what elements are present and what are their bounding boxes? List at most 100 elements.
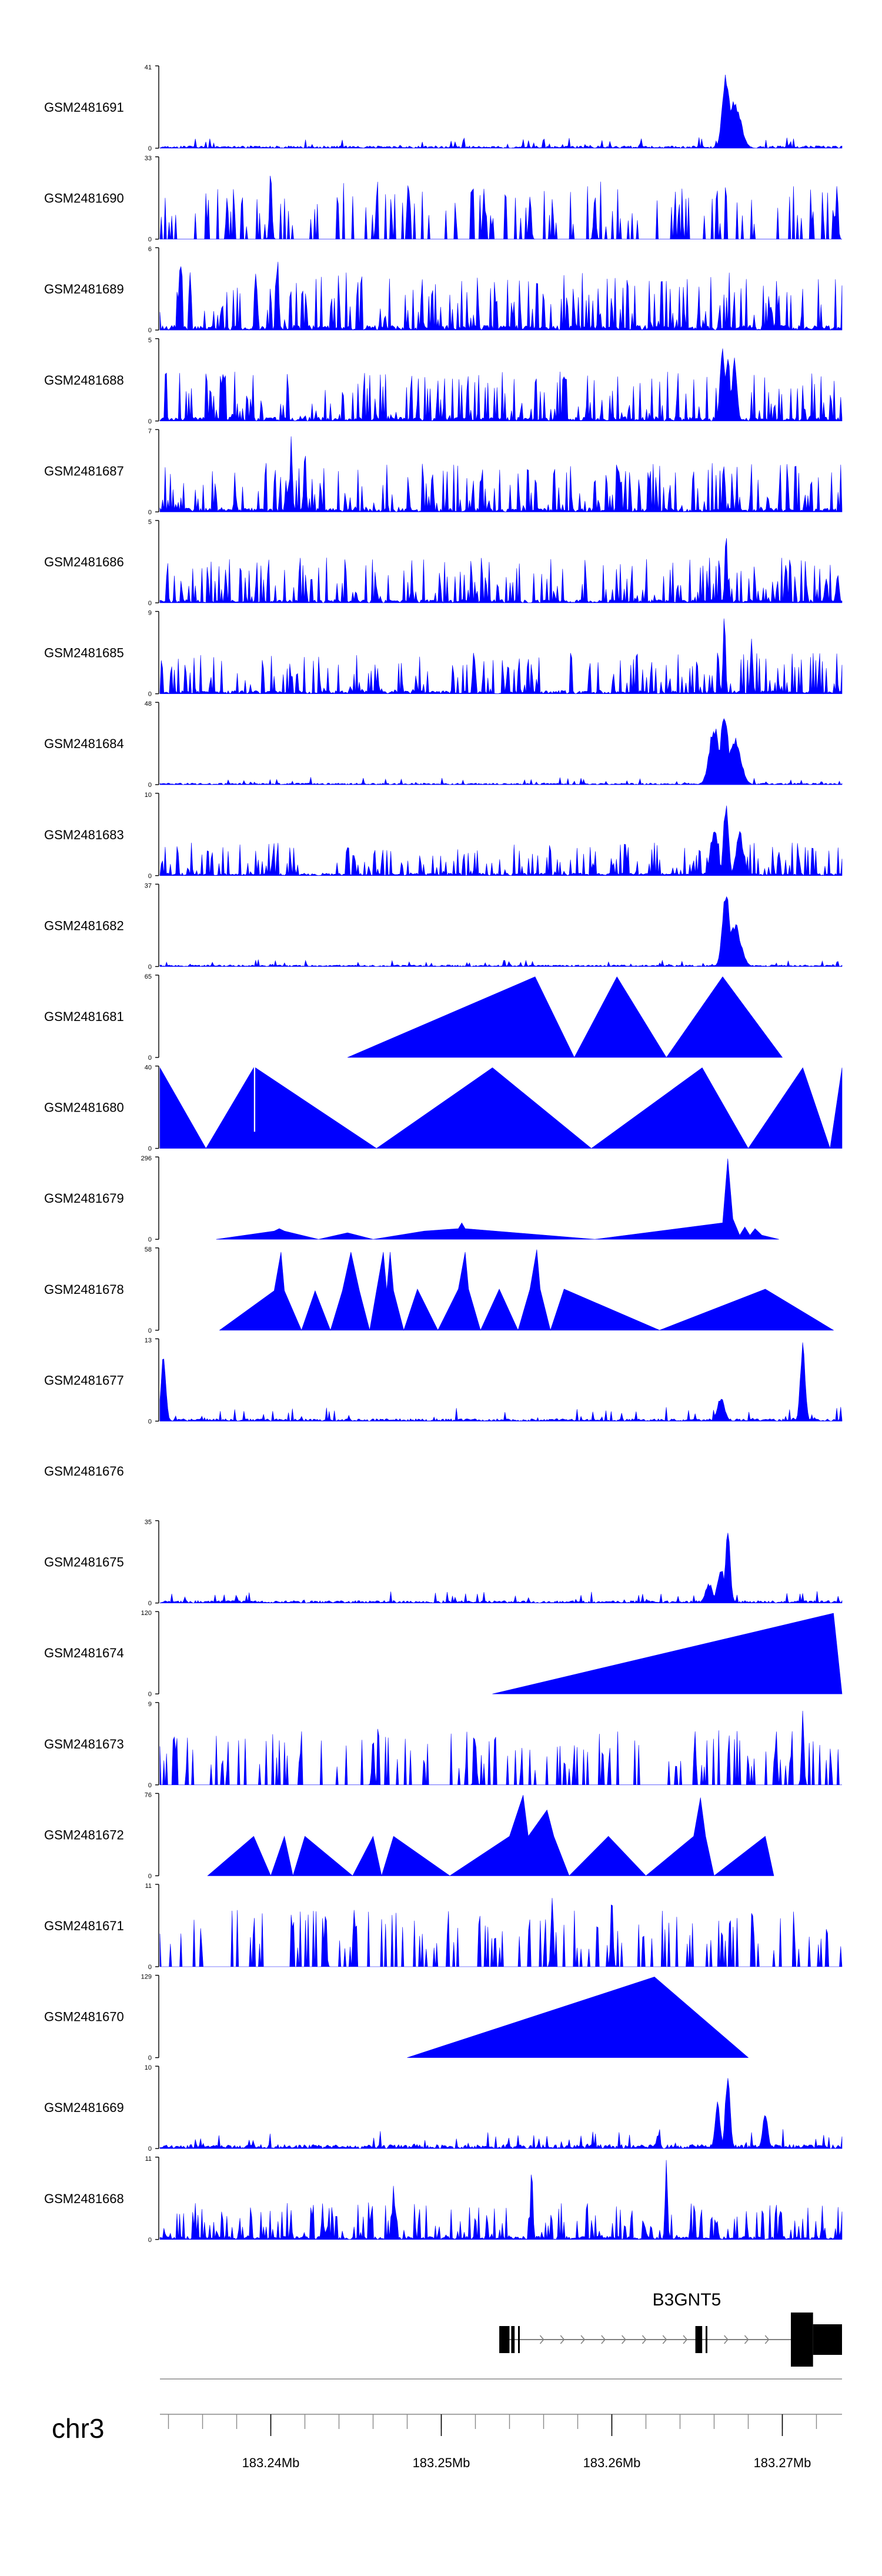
track-label: GSM2481680	[44, 1100, 124, 1115]
y-max-label: 48	[145, 700, 152, 708]
track-GSM2481679: GSM2481679 296 0	[44, 1155, 779, 1243]
track-label: GSM2481691	[44, 100, 124, 115]
y-min-label: 0	[148, 1873, 152, 1880]
track-GSM2481685: GSM2481685 9 0	[44, 610, 843, 698]
gene-exon	[511, 2326, 515, 2353]
gene-exon	[706, 2326, 707, 2353]
y-max-label: 11	[145, 1883, 152, 1890]
y-min-label: 0	[148, 2055, 152, 2062]
coverage-area	[159, 718, 843, 785]
track-GSM2481689: GSM2481689 6 0	[44, 246, 843, 334]
track-label: GSM2481678	[44, 1282, 124, 1297]
track-GSM2481677: GSM2481677 13 0	[44, 1337, 843, 1425]
coverage-area	[159, 1710, 842, 1786]
strand-arrow	[662, 2335, 667, 2344]
strand-arrow	[560, 2335, 565, 2344]
track-label: GSM2481685	[44, 646, 124, 660]
coverage-area	[219, 1249, 834, 1331]
strand-arrow	[683, 2335, 688, 2344]
track-label: GSM2481688	[44, 373, 124, 388]
track-label: GSM2481675	[44, 1555, 124, 1570]
y-min-label: 0	[148, 327, 152, 334]
track-label: GSM2481670	[44, 2010, 124, 2024]
y-max-label: 120	[141, 1610, 152, 1617]
x-tick-label: 183.24Mb	[242, 2455, 300, 2470]
track-label: GSM2481683	[44, 827, 124, 842]
coverage-area	[159, 1898, 843, 1967]
y-max-label: 35	[145, 1519, 152, 1526]
chromosome-label: chr3	[52, 2413, 104, 2444]
y-max-label: 13	[145, 1337, 152, 1344]
track-label: GSM2481677	[44, 1373, 124, 1387]
y-max-label: 5	[148, 337, 152, 344]
y-min-label: 0	[148, 1964, 152, 1971]
y-max-label: 65	[145, 973, 152, 980]
gene-annotation-track: B3GNT5	[499, 2290, 842, 2367]
track-label: GSM2481687	[44, 463, 124, 478]
y-max-label: 296	[141, 1155, 152, 1162]
y-min-label: 0	[148, 1055, 152, 1062]
track-label: GSM2481668	[44, 2191, 124, 2206]
y-max-label: 37	[145, 882, 152, 889]
strand-arrow	[642, 2335, 647, 2344]
track-label: GSM2481690	[44, 191, 124, 206]
y-max-label: 7	[148, 428, 152, 435]
gene-exon	[499, 2326, 510, 2353]
strand-arrow	[580, 2335, 586, 2344]
track-GSM2481671: GSM2481671 11 0	[44, 1883, 843, 1971]
y-min-label: 0	[148, 236, 152, 243]
y-max-label: 9	[148, 1701, 152, 1708]
coverage-area	[159, 1342, 843, 1422]
coverage-area	[159, 348, 843, 422]
track-label: GSM2481689	[44, 282, 124, 296]
y-min-label: 0	[148, 2237, 152, 2244]
y-max-label: 76	[145, 1791, 152, 1798]
y-min-label: 0	[148, 691, 152, 698]
coverage-area	[407, 1977, 749, 2058]
y-min-label: 0	[148, 782, 152, 789]
gene-exon	[518, 2326, 520, 2353]
x-tick-label: 183.25Mb	[413, 2455, 470, 2470]
track-GSM2481680: GSM2481680 40 0	[44, 1065, 843, 1153]
y-min-label: 0	[148, 873, 152, 880]
coverage-area	[159, 538, 843, 603]
track-label: GSM2481681	[44, 1009, 124, 1024]
track-label: GSM2481672	[44, 1827, 124, 1842]
y-min-label: 0	[148, 963, 152, 970]
track-GSM2481686: GSM2481686 5 0	[44, 519, 843, 607]
track-GSM2481688: GSM2481688 5 0	[44, 337, 843, 425]
y-max-label: 33	[145, 155, 152, 162]
y-max-label: 9	[148, 610, 152, 617]
track-GSM2481675: GSM2481675 35 0	[44, 1519, 843, 1607]
coverage-area	[216, 1158, 779, 1240]
coverage-area	[159, 262, 843, 331]
gene-exon	[813, 2324, 842, 2355]
strand-arrow	[724, 2335, 729, 2344]
y-min-label: 0	[148, 2145, 152, 2153]
y-min-label: 0	[148, 1600, 152, 1607]
y-max-label: 40	[145, 1065, 152, 1072]
track-GSM2481673: GSM2481673 9 0	[44, 1701, 842, 1789]
y-max-label: 11	[145, 2155, 152, 2163]
y-min-label: 0	[148, 418, 152, 425]
y-min-label: 0	[148, 600, 152, 607]
coverage-area	[159, 74, 843, 149]
coverage-area	[347, 976, 783, 1058]
track-label: GSM2481679	[44, 1191, 124, 1206]
x-tick-label: 183.27Mb	[754, 2455, 811, 2470]
coverage-area	[159, 896, 843, 967]
y-max-label: 10	[145, 2064, 152, 2071]
coverage-area	[159, 1533, 843, 1604]
track-GSM2481683: GSM2481683 10 0	[44, 792, 843, 880]
y-max-label: 6	[148, 246, 152, 253]
gene-name-label: B3GNT5	[653, 2290, 721, 2310]
track-GSM2481669: GSM2481669 10 0	[44, 2064, 843, 2153]
x-tick-label: 183.26Mb	[583, 2455, 641, 2470]
y-min-label: 0	[148, 1236, 152, 1243]
track-label: GSM2481671	[44, 1918, 124, 1933]
y-min-label: 0	[148, 1146, 152, 1153]
strand-arrow	[601, 2335, 606, 2344]
track-GSM2481676: GSM2481676	[44, 1464, 124, 1479]
y-min-label: 0	[148, 1691, 152, 1698]
coverage-area	[159, 436, 843, 513]
